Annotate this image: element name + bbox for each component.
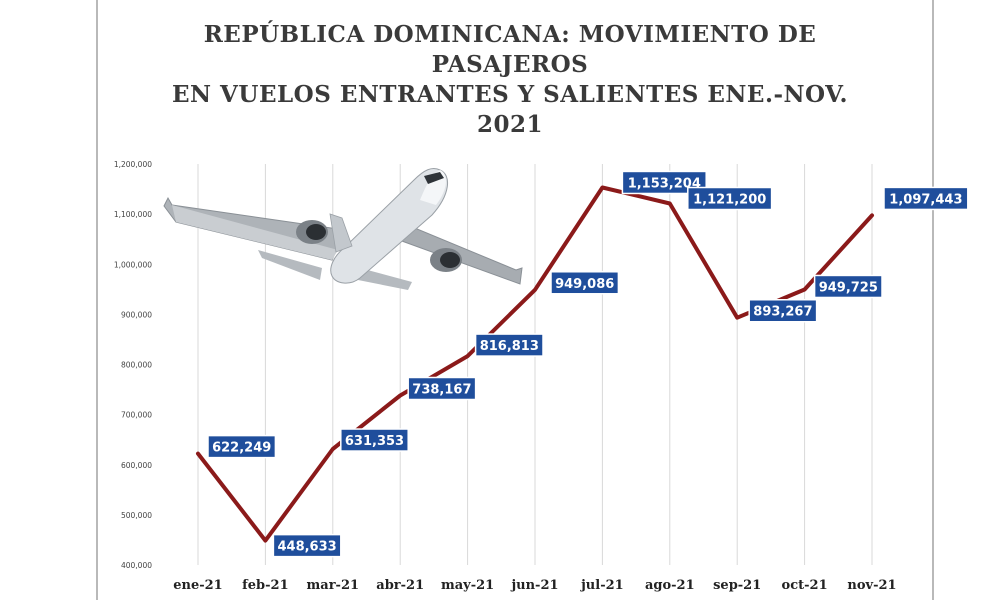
data-label: 949,086 (555, 277, 614, 292)
y-tick-label: 500,000 (121, 511, 152, 520)
y-tick-label: 800,000 (121, 361, 152, 370)
x-axis: ene-21 feb-21 mar-21 abr-21 may-21 jun-21 jul-… (173, 578, 896, 593)
data-label-box (550, 271, 620, 295)
data-label-box (883, 186, 969, 211)
x-tick-label: feb-21 (242, 578, 288, 593)
y-tick-label: 1,000,000 (114, 260, 152, 269)
data-label-box (407, 376, 477, 401)
x-tick-label: may-21 (441, 578, 494, 593)
data-label: 816,813 (480, 339, 539, 354)
data-label-box (813, 274, 883, 299)
x-tick-label: jun-21 (510, 578, 558, 593)
data-label: 1,153,204 (628, 176, 701, 191)
chart-title-line-3: EN VUELOS ENTRANTES Y SALIENTES ENE.-NOV… (172, 81, 848, 108)
chart-title-line-4: 2021 (476, 111, 543, 138)
y-tick-label: 400,000 (121, 561, 152, 570)
data-labels: 622,249 448,633 631,353 738,167 816,813 949,0… (207, 170, 969, 558)
data-label: 1,121,200 (693, 192, 766, 207)
data-label: 738,167 (412, 382, 471, 397)
y-tick-label: 600,000 (121, 461, 152, 470)
y-tick-label: 700,000 (121, 411, 152, 420)
x-tick-label: ene-21 (173, 578, 222, 593)
y-tick-label: 900,000 (121, 310, 152, 319)
x-tick-label: sep-21 (713, 578, 761, 593)
data-label-box (340, 428, 409, 452)
x-tick-label: abr-21 (376, 578, 424, 593)
chart-title-line-1: REPÚBLICA DOMINICANA: MOVIMIENTO DE (203, 21, 817, 48)
grid-lines (197, 164, 873, 565)
x-tick-label: nov-21 (847, 578, 896, 593)
data-label-box (621, 170, 707, 195)
chart-title-line-2: PASAJEROS (431, 51, 589, 78)
chart-title: REPÚBLICA DOMINICANA: MOVIMIENTO DE PASA… (100, 20, 920, 140)
x-tick-label: jul-21 (580, 578, 624, 593)
data-label-box (687, 186, 773, 211)
y-axis: 400,000 500,000 600,000 700,000 800,000 900,0… (114, 160, 152, 570)
x-tick-label: ago-21 (645, 578, 695, 593)
data-label-box (748, 298, 818, 323)
x-tick-label: oct-21 (782, 578, 828, 593)
data-label-box (272, 533, 342, 558)
airplane-icon (163, 167, 523, 290)
data-label: 949,725 (819, 280, 878, 295)
data-label: 1,097,443 (889, 192, 962, 207)
data-label-box (207, 434, 277, 459)
data-label: 448,633 (277, 540, 336, 555)
data-label: 622,249 (212, 441, 271, 456)
data-label: 631,353 (345, 434, 404, 449)
y-tick-label: 1,100,000 (114, 210, 152, 219)
data-label: 893,267 (753, 305, 812, 320)
y-tick-label: 1,200,000 (114, 160, 152, 169)
data-label-box (474, 333, 544, 357)
x-tick-label: mar-21 (307, 578, 360, 593)
